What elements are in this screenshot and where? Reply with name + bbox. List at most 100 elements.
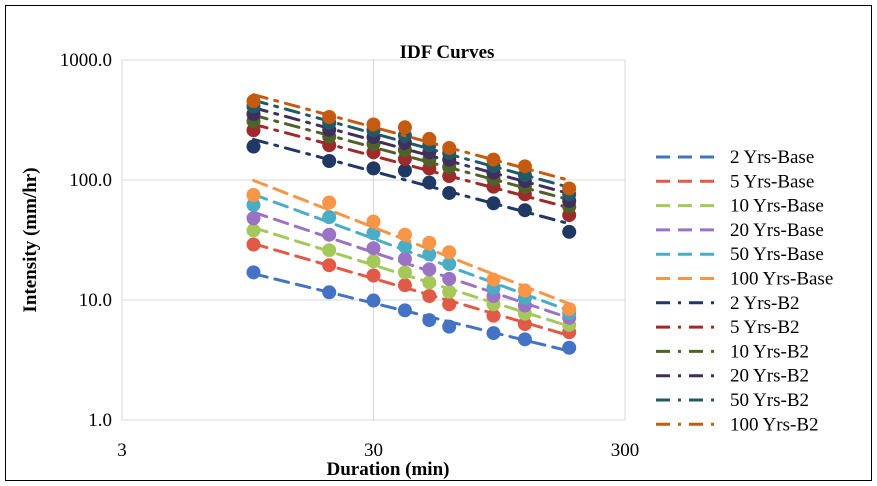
data-point	[422, 262, 437, 277]
legend-label: 100 Yrs-B2	[730, 414, 819, 435]
data-point	[246, 94, 261, 109]
legend-item: 2 Yrs-Base	[656, 147, 814, 168]
data-point	[442, 297, 457, 312]
data-point	[486, 152, 501, 167]
data-point	[322, 109, 337, 124]
data-point	[246, 223, 261, 238]
legend-label: 5 Yrs-Base	[730, 171, 814, 192]
data-point	[422, 247, 437, 262]
data-point	[486, 272, 501, 287]
data-point	[397, 120, 412, 135]
data-point	[397, 278, 412, 293]
series-50-yrs-base	[246, 192, 577, 320]
legend-item: 20 Yrs-Base	[656, 220, 824, 241]
legend-item: 10 Yrs-B2	[656, 341, 809, 362]
legend-item: 50 Yrs-B2	[656, 390, 809, 411]
legend-label: 50 Yrs-B2	[730, 390, 809, 411]
data-point	[442, 319, 457, 334]
data-point	[442, 256, 457, 271]
data-point	[442, 284, 457, 299]
data-point	[562, 181, 577, 196]
data-point	[517, 159, 532, 174]
data-point	[322, 210, 337, 225]
data-point	[322, 258, 337, 273]
trendline	[252, 210, 571, 320]
data-point	[422, 313, 437, 328]
data-point	[366, 117, 381, 132]
trendline	[252, 122, 571, 210]
data-point	[486, 196, 501, 211]
y-axis-ticks: 1.0 10.0 100.0 1000.0	[60, 50, 112, 431]
legend-item: 50 Yrs-Base	[656, 244, 824, 265]
data-point	[517, 203, 532, 218]
data-point	[517, 332, 532, 347]
legend-label: 20 Yrs-B2	[730, 366, 809, 387]
data-point	[517, 283, 532, 298]
series-2-yrs-b2	[246, 137, 577, 239]
data-point	[397, 265, 412, 280]
legend-label: 20 Yrs-Base	[730, 220, 824, 241]
legend-label: 2 Yrs-Base	[730, 147, 814, 168]
series-100-yrs-b2	[246, 93, 577, 196]
data-point	[562, 224, 577, 239]
chart-title: IDF Curves	[400, 42, 495, 63]
data-point	[366, 268, 381, 283]
data-point	[397, 239, 412, 254]
trendline	[252, 106, 571, 196]
legend-item: 5 Yrs-Base	[656, 171, 814, 192]
data-point	[366, 241, 381, 256]
trendline	[252, 192, 571, 313]
data-point	[486, 308, 501, 323]
data-point	[562, 302, 577, 317]
chart-border	[5, 5, 872, 481]
data-point	[442, 245, 457, 260]
legend-label: 5 Yrs-B2	[730, 317, 800, 338]
data-point	[246, 187, 261, 202]
trendline	[252, 93, 571, 182]
x-axis-ticks: 3 30 300	[117, 440, 639, 461]
data-point	[366, 161, 381, 176]
legend-label: 100 Yrs-Base	[730, 269, 833, 290]
series-2-yrs-base	[246, 265, 577, 355]
y-tick-label: 10.0	[79, 290, 112, 311]
data-point	[322, 243, 337, 258]
y-axis-label: Intensity (mm/hr)	[20, 167, 41, 312]
data-point	[397, 227, 412, 242]
data-point	[517, 317, 532, 332]
trendline	[252, 178, 571, 306]
x-tick-label: 3	[117, 440, 127, 461]
data-point	[422, 175, 437, 190]
data-point	[397, 163, 412, 178]
trendline	[252, 242, 571, 338]
legend-item: 100 Yrs-Base	[656, 269, 833, 290]
y-tick-label: 1000.0	[60, 50, 112, 71]
data-point	[322, 195, 337, 210]
trendline	[252, 137, 571, 226]
data-point	[322, 227, 337, 242]
x-tick-label: 300	[611, 440, 640, 461]
data-point	[397, 303, 412, 318]
data-point	[397, 251, 412, 266]
legend-label: 10 Yrs-Base	[730, 196, 824, 217]
series-5-yrs-base	[246, 237, 577, 340]
data-point	[442, 185, 457, 200]
legend-label: 50 Yrs-Base	[730, 244, 824, 265]
data-point	[442, 271, 457, 286]
y-tick-label: 100.0	[69, 170, 112, 191]
legend-label: 10 Yrs-B2	[730, 341, 809, 362]
data-point	[322, 153, 337, 168]
legend-item: 10 Yrs-Base	[656, 196, 824, 217]
y-tick-label: 1.0	[88, 410, 112, 431]
data-point	[422, 288, 437, 303]
data-point	[422, 275, 437, 290]
x-tick-label: 30	[364, 440, 383, 461]
data-point	[246, 139, 261, 154]
data-point	[422, 131, 437, 146]
data-point	[486, 326, 501, 341]
data-point	[322, 285, 337, 300]
data-point	[366, 254, 381, 269]
data-point	[366, 293, 381, 308]
trendline	[252, 98, 571, 189]
data-point	[246, 237, 261, 252]
